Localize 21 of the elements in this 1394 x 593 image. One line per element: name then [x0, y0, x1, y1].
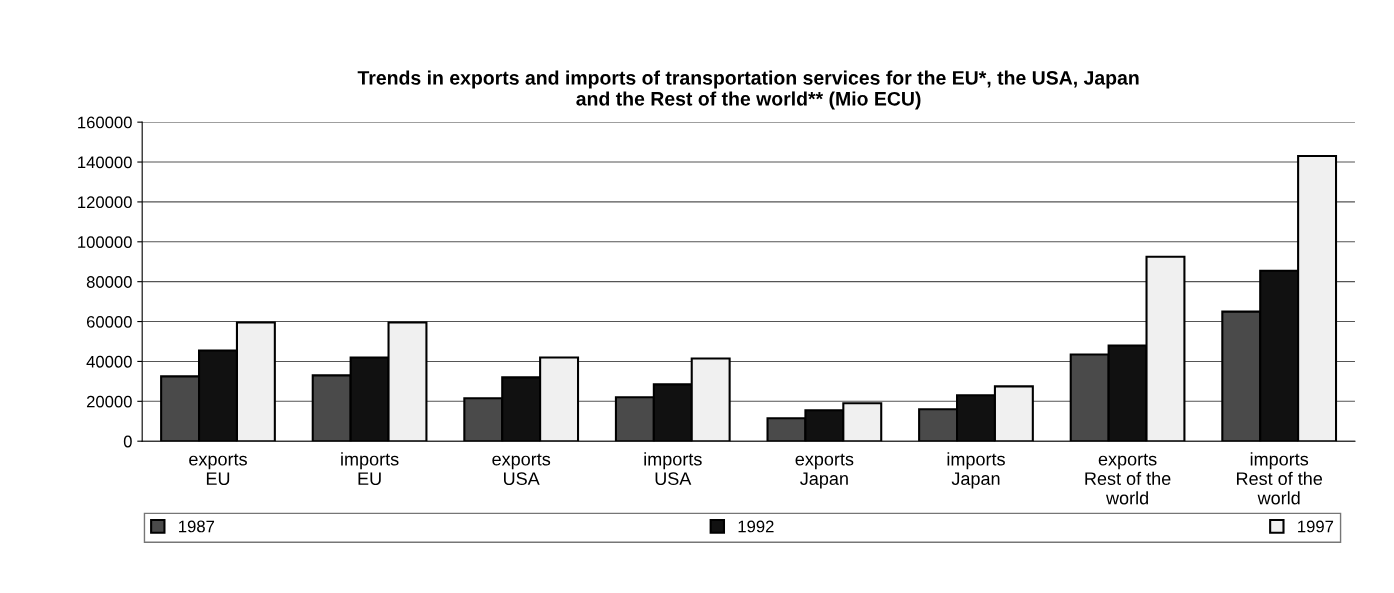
y-tick-label: 60000: [86, 315, 132, 328]
y-tick-label: 160000: [78, 116, 132, 129]
y-tick-label: 20000: [86, 395, 132, 408]
y-tick-label: 0: [123, 435, 132, 448]
x-tick-label: imports Japan: [947, 452, 1005, 489]
x-tick-label: exports Rest of the world: [1085, 453, 1171, 505]
legend-label: 1992: [738, 520, 774, 533]
x-tick-label: exports Japan: [795, 453, 854, 489]
y-tick-label: 80000: [86, 276, 132, 288]
x-tick-label: exports EU: [189, 453, 247, 486]
x-tick-label: imports EU: [341, 452, 399, 486]
y-tick-label: 40000: [86, 355, 132, 368]
chart-title: Trends in exports and imports of transportation services for the EU*, the USA, Japan and the Rest of the world** (Mio ECU): [357, 70, 1139, 110]
x-tick-label: imports USA: [644, 452, 702, 486]
y-tick-label: 120000: [78, 196, 132, 209]
y-tick-label: 140000: [78, 156, 132, 169]
legend-label: 1987: [179, 520, 215, 533]
y-tick-label: 100000: [78, 236, 132, 248]
x-tick-label: exports USA: [492, 453, 551, 486]
legend-label: 1997: [1298, 520, 1334, 533]
x-tick-label: imports Rest of the world: [1237, 452, 1323, 505]
